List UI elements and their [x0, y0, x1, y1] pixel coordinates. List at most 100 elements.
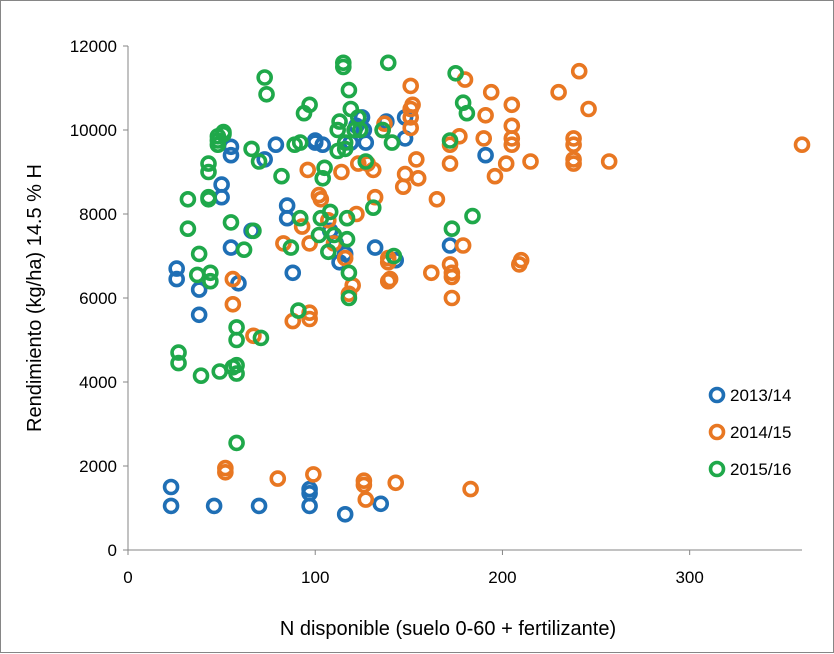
data-point	[222, 138, 240, 156]
data-point	[404, 96, 421, 114]
data-point	[477, 107, 494, 124]
data-point	[188, 266, 206, 284]
data-point	[269, 470, 287, 487]
data-point	[550, 83, 567, 101]
data-point	[252, 329, 270, 347]
data-point	[250, 497, 268, 515]
data-point	[454, 237, 472, 254]
legend: 2013/14 2014/15 2015/16	[708, 386, 791, 479]
data-point	[168, 260, 185, 277]
data-point	[190, 245, 208, 263]
data-point	[408, 151, 425, 168]
data-point	[291, 134, 309, 151]
data-point	[503, 96, 521, 114]
data-point	[314, 170, 332, 187]
data-point	[224, 295, 242, 313]
y-tick-label: 0	[108, 541, 117, 560]
data-point	[228, 331, 245, 349]
data-point	[340, 289, 358, 307]
data-point	[364, 199, 382, 216]
data-point	[336, 134, 354, 151]
data-point	[355, 476, 373, 494]
data-point	[402, 119, 420, 137]
data-point	[329, 121, 346, 139]
data-point	[372, 495, 390, 513]
data-point	[190, 306, 208, 324]
legend-marker	[708, 423, 726, 441]
data-point	[291, 209, 309, 227]
y-tick-label: 8000	[79, 205, 117, 224]
data-point	[215, 123, 232, 141]
data-point	[228, 365, 245, 382]
data-point	[338, 230, 356, 248]
data-point	[793, 136, 811, 153]
data-point	[299, 161, 317, 179]
data-point	[387, 474, 405, 492]
data-point	[335, 58, 352, 76]
data-point	[497, 155, 515, 172]
data-point	[447, 65, 464, 82]
data-point	[301, 96, 318, 114]
data-point	[222, 239, 240, 256]
data-point	[190, 281, 208, 298]
data-point	[565, 130, 582, 147]
data-point	[338, 209, 356, 227]
data-point	[256, 69, 273, 86]
data-point	[340, 81, 358, 99]
data-point	[475, 130, 493, 147]
legend-item: 2015/16	[708, 460, 791, 479]
data-point	[205, 497, 223, 515]
data-point	[162, 497, 180, 515]
y-tick-label: 10000	[70, 121, 117, 140]
data-point	[316, 159, 333, 177]
data-point	[374, 121, 391, 139]
data-point	[441, 132, 459, 149]
data-point	[366, 239, 384, 256]
x-axis-title: N disponible (suelo 0-60 + fertilizante)	[280, 618, 616, 640]
data-point	[312, 191, 330, 208]
data-point	[336, 505, 354, 523]
data-point	[170, 344, 187, 361]
data-point	[211, 363, 229, 380]
data-point	[250, 153, 268, 170]
data-point	[162, 478, 180, 496]
y-axis-title: Rendimiento (kg/ha) 14.5 % H	[24, 164, 46, 432]
y-tick-label: 4000	[79, 373, 117, 392]
legend-label: 2013/14	[730, 386, 791, 405]
data-point	[235, 241, 253, 258]
data-point	[200, 163, 217, 181]
data-point	[245, 327, 262, 345]
x-tick-label: 200	[488, 568, 516, 587]
legend-label: 2015/16	[730, 460, 791, 479]
data-point	[273, 167, 290, 185]
data-point	[243, 140, 260, 158]
data-point	[301, 497, 318, 515]
data-point	[222, 146, 240, 164]
legend-item: 2014/15	[708, 423, 791, 442]
data-point	[202, 264, 219, 282]
data-point	[282, 239, 300, 256]
data-point	[503, 136, 521, 153]
data-point	[293, 218, 311, 235]
data-point	[570, 62, 588, 80]
data-point	[217, 463, 234, 481]
data-point	[458, 104, 476, 122]
data-point	[381, 270, 399, 288]
data-point	[179, 191, 197, 208]
axis-ticks: 0 2000 4000 6000 8000 10000 12000 0 100 200 300	[70, 37, 704, 587]
data-point	[179, 220, 197, 237]
series-1	[217, 62, 811, 508]
data-point	[385, 247, 403, 265]
data-point	[349, 155, 367, 172]
legend-marker	[708, 460, 726, 478]
data-points	[162, 54, 811, 523]
data-point	[402, 77, 420, 95]
data-point	[441, 155, 459, 172]
data-point	[503, 130, 521, 147]
data-point	[305, 466, 322, 483]
data-point	[409, 170, 427, 187]
data-point	[222, 214, 240, 231]
data-point	[512, 251, 530, 269]
legend-marker	[708, 386, 726, 404]
